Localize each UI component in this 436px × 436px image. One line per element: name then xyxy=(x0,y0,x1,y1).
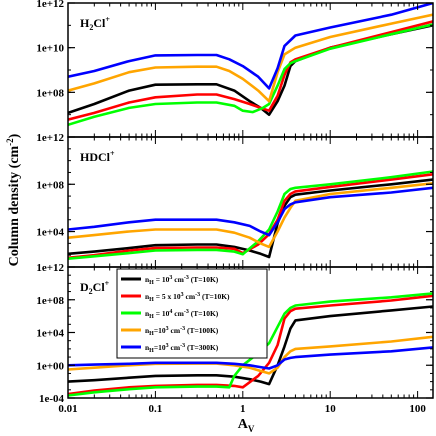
legend-label-part: -3 xyxy=(180,343,185,349)
legend-label-part: -3 xyxy=(195,292,200,298)
x-tick-label: 10 xyxy=(325,403,337,415)
y-tick-label: 1e+12 xyxy=(36,132,64,144)
legend-label-part: H xyxy=(149,297,154,303)
x-tick-label: 0.1 xyxy=(149,403,163,415)
legend-label-part: cm xyxy=(184,292,196,301)
legend-label-part: (T=100K) xyxy=(185,326,219,335)
legend-label-part: (T=10K) xyxy=(200,292,230,301)
panel-label: HDCl+ xyxy=(80,149,115,164)
panel-1: 1e+08 1e+10 1e+12 H2Cl+ xyxy=(36,0,434,138)
panel-label-part: 2 xyxy=(89,23,93,32)
legend-label-part: = 5 x 10 xyxy=(154,292,181,301)
x-tick-label: 0.01 xyxy=(58,403,77,415)
legend-label-part: =10 xyxy=(154,343,166,352)
panel-label-part: + xyxy=(105,15,110,24)
y-tick-label: 1e+12 xyxy=(36,262,64,274)
y-tick-label: 1e+10 xyxy=(36,43,64,55)
legend-label-part: cm xyxy=(169,326,181,335)
legend-label-part: H xyxy=(149,314,154,320)
legend: nH = 103 cm-3 (T=10K)nH = 5 x 103 cm-3 (… xyxy=(116,268,268,359)
series-line-2 xyxy=(68,173,433,260)
panel-label-part: D xyxy=(80,280,89,294)
x-axis-title: AV xyxy=(238,417,255,434)
legend-label-part: n xyxy=(145,275,150,284)
panel-label-part: HDCl xyxy=(80,150,111,164)
series-line-1 xyxy=(68,305,433,386)
legend-label-part: cm xyxy=(169,343,181,352)
y-tick-label: 1e+08 xyxy=(36,87,64,99)
x-tick-label: 100 xyxy=(409,403,426,415)
legend-label-part: 3 xyxy=(181,292,184,298)
legend-label: nH = 103 cm-3 (T=10K) xyxy=(145,275,219,286)
legend-label-part: 3 xyxy=(166,326,169,332)
y-tick-label: 1e+12 xyxy=(36,0,64,10)
series-line-3 xyxy=(68,292,433,397)
legend-label-part: n xyxy=(145,326,150,335)
panel-label-part: Cl xyxy=(93,16,106,30)
legend-label-part: cm xyxy=(172,275,184,284)
legend-label-part: =10 xyxy=(154,326,166,335)
legend-label-part: (T=300K) xyxy=(185,343,219,352)
legend-label-part: (T=10K) xyxy=(189,309,219,318)
panel-2: 1e+04 1e+08 1e+12 HDCl+ xyxy=(36,132,434,268)
series-line-5 xyxy=(68,3,433,90)
series-line-1 xyxy=(68,178,433,259)
legend-label-part: H xyxy=(149,348,154,354)
panel-label-part: + xyxy=(105,279,110,288)
legend-label-part: cm xyxy=(172,309,184,318)
y-tick-label: 1e+08 xyxy=(36,179,64,191)
legend-label: nH=103 cm-3 (T=100K) xyxy=(145,326,219,337)
legend-label-part: -3 xyxy=(184,275,189,281)
legend-label-part: = 10 xyxy=(154,309,170,318)
panel-label-part: H xyxy=(80,16,90,30)
legend-label-part: H xyxy=(149,280,154,286)
legend-label-part: 4 xyxy=(169,309,172,315)
legend-label-part: 3 xyxy=(166,343,169,349)
legend-label-part: n xyxy=(145,309,150,318)
x-tick-label: 1 xyxy=(240,403,246,415)
series-line-4 xyxy=(68,182,433,249)
legend-label-part: -3 xyxy=(184,309,189,315)
legend-label-part: (T=10K) xyxy=(189,275,219,284)
legend-label-part: n xyxy=(145,343,150,352)
legend-label-part: 3 xyxy=(169,275,172,281)
panel-label-part: Cl xyxy=(93,280,106,294)
y-tick-label: 1e+00 xyxy=(36,360,64,372)
panel-3: 1e-04 1e+00 1e+04 1e+08 1e+12 0.01 0.1 1 10 100 D2… xyxy=(36,262,434,415)
series-line-2 xyxy=(68,294,433,396)
series-line-5 xyxy=(68,346,433,370)
y-axis-title: Column density (cm-2) xyxy=(5,133,22,266)
series-line-3 xyxy=(68,23,433,127)
series-line-5 xyxy=(68,186,433,237)
legend-label-part: = 10 xyxy=(154,275,170,284)
series-line-4 xyxy=(68,13,433,103)
legend-label-part: H xyxy=(149,331,154,337)
legend-label: nH = 5 x 103 cm-3 (T=10K) xyxy=(145,292,230,303)
panel-label: H2Cl+ xyxy=(80,15,110,32)
legend-box xyxy=(116,268,268,359)
y-tick-label: 1e+04 xyxy=(36,227,64,239)
legend-label: nH=103 cm-3 (T=300K) xyxy=(145,343,219,354)
y-tick-label: 1e+04 xyxy=(36,328,64,340)
legend-label-part: -3 xyxy=(180,326,185,332)
panel-label: D2Cl+ xyxy=(80,279,110,296)
y-tick-label: 1e-04 xyxy=(39,393,65,405)
panel-label-part: 2 xyxy=(89,287,93,296)
legend-label-part: n xyxy=(145,292,150,301)
legend-label: nH = 104 cm-3 (T=10K) xyxy=(145,309,219,320)
panel-label-part: + xyxy=(110,149,115,158)
y-tick-label: 1e+08 xyxy=(36,295,64,307)
